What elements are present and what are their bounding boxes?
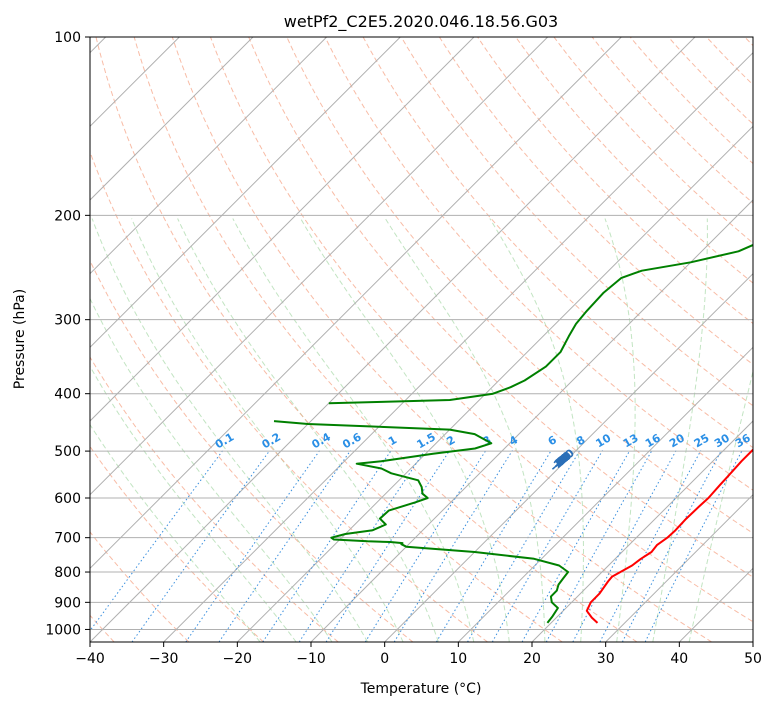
moist-adiabat xyxy=(131,218,404,642)
dry-adiabat xyxy=(248,37,753,578)
mixing-ratio-line xyxy=(218,450,352,642)
x-tick-label: 50 xyxy=(744,651,762,667)
isotherm xyxy=(90,37,622,570)
chart-title: wetPf2_C2E5.2020.046.18.56.G03 xyxy=(284,12,558,32)
dry-adiabat xyxy=(90,259,414,642)
dry-adiabat xyxy=(286,37,753,534)
y-tick-label: 400 xyxy=(54,387,81,403)
isotherm xyxy=(90,37,254,201)
x-axis: −40 −30 −20 −10 0 10 20 30 40 50 xyxy=(75,642,762,667)
y-axis: 100 200 300 400 500 600 700 800 900 1000 xyxy=(45,30,90,638)
mixing-ratio-line xyxy=(599,450,702,642)
moist-adiabat xyxy=(90,297,333,642)
isotherm xyxy=(90,37,549,496)
x-tick-label: 40 xyxy=(670,651,688,667)
isotherm xyxy=(90,37,401,349)
dry-adiabat xyxy=(477,37,753,325)
isotherm xyxy=(310,199,753,642)
moist-adiabat xyxy=(90,423,261,642)
isotherm xyxy=(90,37,475,422)
plot-frame xyxy=(89,36,754,643)
series-line xyxy=(585,448,753,624)
dry-adiabat xyxy=(171,37,712,642)
x-tick-label: 30 xyxy=(597,651,615,667)
background-lines xyxy=(90,37,753,642)
y-tick-label: 700 xyxy=(54,531,81,547)
x-tick-label: −20 xyxy=(223,651,253,667)
isotherm xyxy=(90,37,696,642)
moist-adiabat xyxy=(91,218,369,642)
mixing-ratio-line xyxy=(467,450,581,642)
dry-adiabat xyxy=(591,37,753,204)
mixing-ratio-line xyxy=(131,450,271,642)
moist-adiabat xyxy=(300,218,510,642)
mixing-ratio-line xyxy=(435,450,552,642)
mixing-ratio-line xyxy=(572,450,677,642)
mixing-ratio-line xyxy=(491,450,604,642)
dry-adiabat xyxy=(90,531,190,642)
mixing-ratio-line xyxy=(545,450,653,642)
moist-adiabat xyxy=(177,218,439,642)
mixing-ratio-line xyxy=(393,450,513,642)
moist-adiabat xyxy=(688,369,753,642)
dry-adiabat xyxy=(210,37,753,623)
series-line xyxy=(273,420,570,624)
dry-adiabat xyxy=(133,37,638,642)
y-tick-label: 600 xyxy=(54,491,81,507)
y-tick-label: 900 xyxy=(54,595,81,611)
y-tick-label: 1000 xyxy=(45,622,81,638)
isotherm xyxy=(90,37,328,275)
dry-adiabat xyxy=(324,37,753,491)
mixing-ratio-line xyxy=(521,450,631,642)
mixing-ratio-line xyxy=(364,450,487,642)
y-axis-label: Pressure (hPa) xyxy=(12,289,28,389)
moist-adiabat xyxy=(90,365,297,642)
isotherm xyxy=(531,420,753,642)
dry-adiabat xyxy=(90,356,339,642)
x-tick-label: 0 xyxy=(380,651,389,667)
x-tick-label: −30 xyxy=(149,651,179,667)
x-tick-label: −40 xyxy=(75,651,105,667)
dry-adiabat xyxy=(553,37,753,244)
isotherm xyxy=(163,51,753,642)
y-tick-label: 800 xyxy=(54,565,81,581)
mixing-ratio-line xyxy=(185,450,321,642)
dry-adiabat xyxy=(90,150,488,642)
isotherm xyxy=(605,493,753,642)
y-tick-label: 500 xyxy=(54,444,81,460)
dry-adiabat xyxy=(438,37,753,365)
isotherm xyxy=(384,272,753,642)
isotherm xyxy=(457,346,753,642)
series-layer xyxy=(273,243,753,624)
x-axis-label: Temperature (°C) xyxy=(360,681,482,697)
dry-adiabat xyxy=(400,37,753,407)
y-tick-label: 200 xyxy=(54,208,81,224)
x-tick-label: 20 xyxy=(523,651,541,667)
moist-adiabat xyxy=(489,218,585,642)
dry-adiabat xyxy=(95,37,563,642)
x-tick-label: 10 xyxy=(449,651,467,667)
x-tick-label: −10 xyxy=(296,651,326,667)
isotherm xyxy=(236,125,753,642)
moist-adiabat xyxy=(384,218,546,642)
y-tick-label: 100 xyxy=(54,30,81,46)
moist-adiabat xyxy=(604,218,636,642)
y-tick-label: 300 xyxy=(54,313,81,329)
series-line xyxy=(328,243,753,405)
